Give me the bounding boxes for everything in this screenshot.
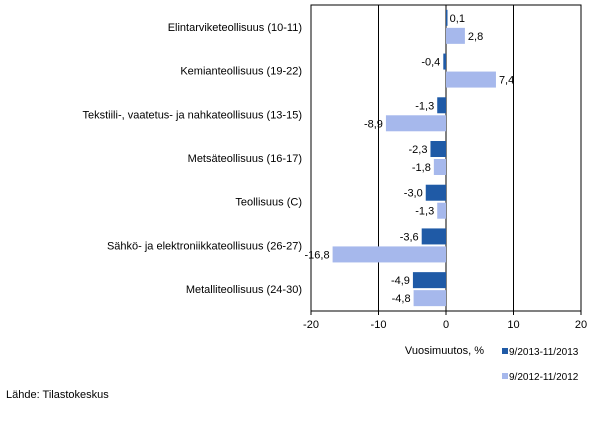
bar: [385, 115, 446, 132]
bar: [430, 141, 446, 157]
bar: [433, 159, 446, 175]
data-label: -3,0: [404, 188, 423, 200]
data-label: -0,4: [421, 57, 440, 69]
bar: [443, 53, 446, 70]
bar: [425, 184, 446, 201]
legend-swatch: [502, 373, 508, 379]
category-label: Kemianteollisuus (19-22): [180, 66, 302, 78]
legend-swatch: [502, 348, 508, 354]
category-label: Tekstiili-, vaatetus- ja nahkateollisuus…: [83, 109, 303, 121]
tick-label: 20: [575, 319, 587, 331]
bar: [332, 246, 446, 263]
data-label: -1,8: [412, 162, 431, 174]
tick-label: 0: [443, 319, 449, 331]
category-label: Sähkö- ja elektroniikkateollisuus (26-27…: [107, 240, 302, 252]
legend-label: 9/2013-11/2013: [509, 347, 579, 358]
data-label: 7,4: [499, 75, 514, 87]
x-axis-label: Vuosimuutos, %: [405, 345, 484, 357]
bar: [437, 97, 446, 114]
bar: [437, 202, 446, 219]
bar: [421, 228, 446, 245]
tick-label: -20: [303, 319, 319, 331]
data-label: -1,3: [415, 100, 434, 112]
category-label: Elintarviketeollisuus (10-11): [168, 22, 302, 34]
bar: [446, 71, 496, 88]
category-label: Metalliteollisuus (24-30): [186, 284, 302, 296]
data-label: -4,9: [391, 275, 410, 287]
source-note: Lähde: Tilastokeskus: [6, 389, 109, 401]
bar: [412, 272, 446, 289]
tick-label: -10: [371, 319, 387, 331]
data-label: -1,3: [415, 206, 434, 218]
data-label: 2,8: [468, 31, 483, 43]
bar: [446, 27, 465, 44]
data-label: -3,6: [400, 231, 419, 243]
data-label: 0,1: [450, 13, 465, 25]
tick-label: 10: [507, 319, 519, 331]
category-label: Metsäteollisuus (16-17): [188, 153, 302, 165]
data-label: -4,8: [392, 293, 411, 305]
data-label: -16,8: [305, 249, 330, 261]
category-label: Teollisuus (C): [235, 197, 302, 209]
data-label: -2,3: [409, 144, 428, 156]
data-label: -8,9: [364, 118, 383, 130]
bar: [446, 9, 448, 26]
bar: [413, 290, 446, 307]
legend-label: 9/2012-11/2012: [509, 372, 579, 383]
